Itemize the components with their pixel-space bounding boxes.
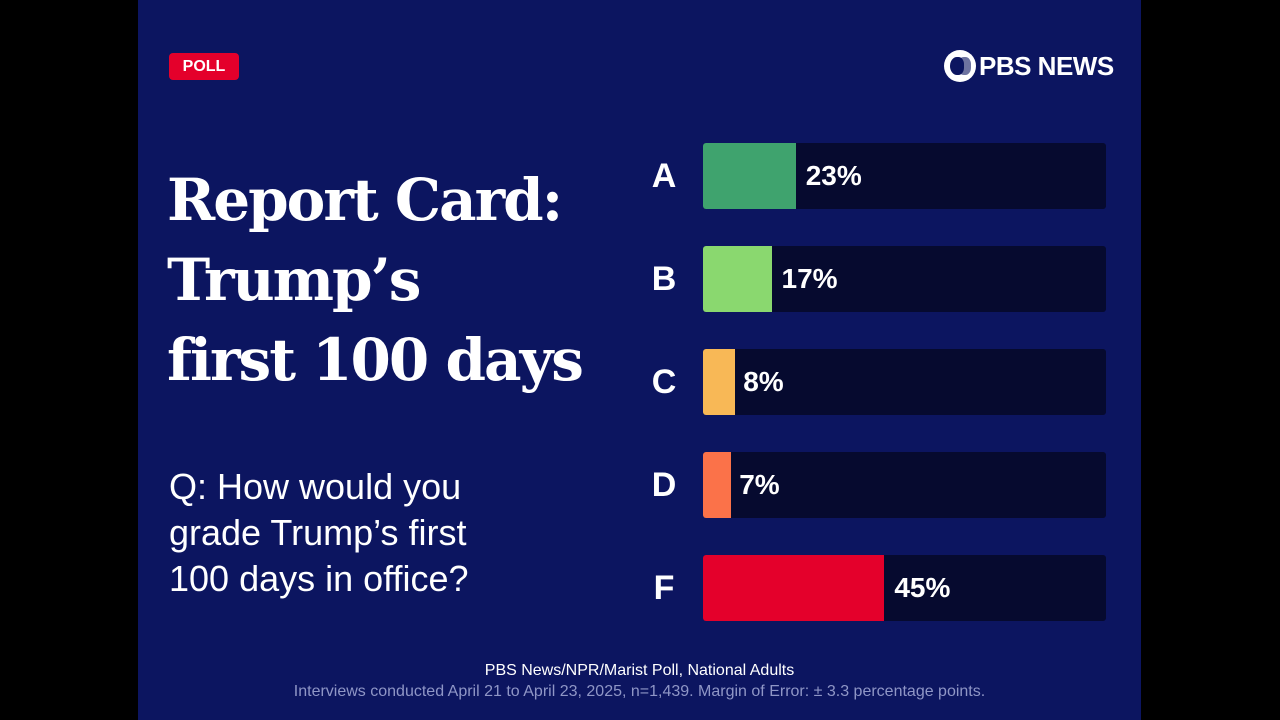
title-line: Trump’s [167, 246, 421, 314]
bar-track: 23% [703, 143, 1106, 209]
bar [703, 349, 736, 415]
title-line: Report Card: [167, 166, 563, 234]
category-label: B [651, 260, 677, 298]
bar-track: 45% [703, 555, 1106, 621]
bar [703, 143, 796, 209]
poll-question: Q: How would you grade Trump’s first 100… [169, 464, 529, 602]
data-label: 7% [739, 469, 780, 500]
bar-track: 7% [703, 452, 1106, 518]
pbs-heads-icon [944, 50, 976, 82]
data-label: 23% [805, 160, 862, 191]
category-label: F [653, 569, 675, 607]
bar-track: 17% [703, 246, 1106, 312]
question-line: Q: How would you [169, 466, 462, 507]
question-line: 100 days in office? [169, 558, 469, 599]
category-label: A [651, 157, 677, 195]
methodology-note: Interviews conducted April 21 to April 2… [293, 683, 986, 700]
question-line: grade Trump’s first [169, 512, 467, 553]
bar [703, 452, 732, 518]
page-title: Report Card: Trump’s first 100 days [167, 160, 607, 400]
data-label: 17% [781, 263, 838, 294]
poll-badge: POLL [169, 53, 239, 80]
category-label: D [651, 466, 677, 504]
category-label: C [651, 363, 677, 401]
logo-text: PBS NEWS [979, 50, 1114, 81]
bar-track: 8% [703, 349, 1106, 415]
bar [703, 246, 772, 312]
pbs-news-logo: PBS NEWS [944, 50, 1114, 82]
title-line: first 100 days [167, 326, 584, 394]
data-label: 8% [743, 366, 784, 397]
source-text: PBS News/NPR/Marist Poll, National Adult… [484, 662, 795, 679]
poll-card: POLL PBS NEWS Report Card: Trump’s first… [138, 0, 1141, 720]
bar [703, 555, 885, 621]
data-label: 45% [894, 572, 951, 603]
